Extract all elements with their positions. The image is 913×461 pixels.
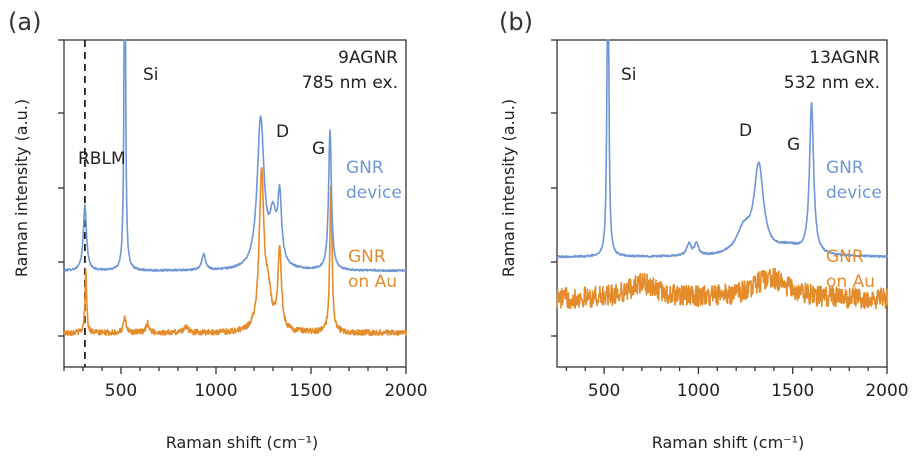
- x-tick-label: 500: [105, 381, 137, 401]
- panel-a-annotation-si: Si: [143, 65, 159, 85]
- panel-a-x-axis-label: Raman shift (cm⁻¹): [166, 433, 319, 452]
- panel-a-corner-label-line2: 785 nm ex.: [302, 73, 398, 93]
- panel-a-y-axis-label: Raman intensity (a.u.): [12, 99, 31, 277]
- panel-a-legend-au-line1: GNR: [348, 247, 386, 267]
- panel-b-ticks: 500 1000 1500 2000: [551, 39, 909, 401]
- panel-b-series-gnr-on-au-line: [556, 267, 888, 310]
- panel-b-annotation-si: Si: [621, 65, 637, 85]
- x-tick-label: 500: [588, 381, 620, 401]
- panel-a-legend-au-line2: on Au: [348, 272, 397, 292]
- x-tick-label: 1500: [289, 381, 332, 401]
- panel-b-annotation-d: D: [739, 121, 752, 141]
- panel-b-y-axis-label: Raman intensity (a.u.): [499, 99, 518, 277]
- x-tick-label: 1000: [677, 381, 720, 401]
- panel-a-ticks: 500 1000 1500 2000: [58, 39, 428, 401]
- panel-b-x-axis-label: Raman shift (cm⁻¹): [652, 433, 805, 452]
- panel-b-letter: (b): [499, 8, 533, 36]
- panel-b-legend-au-line2: on Au: [826, 272, 875, 292]
- panel-b-plot-frame: [556, 39, 888, 368]
- panel-a-corner-label-line1: 9AGNR: [338, 48, 398, 68]
- panel-b-annotation-g: G: [787, 135, 800, 155]
- panel-a-annotation-d: D: [276, 122, 289, 142]
- panel-b-legend-device-line2: device: [826, 183, 882, 203]
- panel-a-annotation-rblm: RBLM: [78, 149, 126, 169]
- panel-a-series-gnr-device-line: [63, 39, 407, 273]
- x-tick-label: 2000: [384, 381, 427, 401]
- panel-b-series-gnr-device-line: [556, 39, 888, 259]
- panel-b-corner-label-line1: 13AGNR: [809, 48, 880, 68]
- x-tick-label: 2000: [865, 381, 908, 401]
- x-tick-label: 1500: [771, 381, 814, 401]
- panel-a-annotation-g: G: [312, 139, 325, 159]
- panel-a: (a) Raman intensity (a.u.) Raman shift (…: [8, 8, 428, 452]
- panel-a-legend-device-line2: device: [346, 183, 402, 203]
- panel-b-corner-label-line2: 532 nm ex.: [784, 73, 880, 93]
- panel-b-legend-au-line1: GNR: [826, 247, 864, 267]
- panel-b-legend-device-line1: GNR: [826, 158, 864, 178]
- panel-a-legend-device-line1: GNR: [346, 158, 384, 178]
- panel-a-series-gnr-on-au-line: [63, 166, 407, 337]
- panel-b: (b) Raman intensity (a.u.) Raman shift (…: [499, 8, 909, 452]
- panel-a-letter: (a): [8, 8, 41, 36]
- x-tick-label: 1000: [194, 381, 237, 401]
